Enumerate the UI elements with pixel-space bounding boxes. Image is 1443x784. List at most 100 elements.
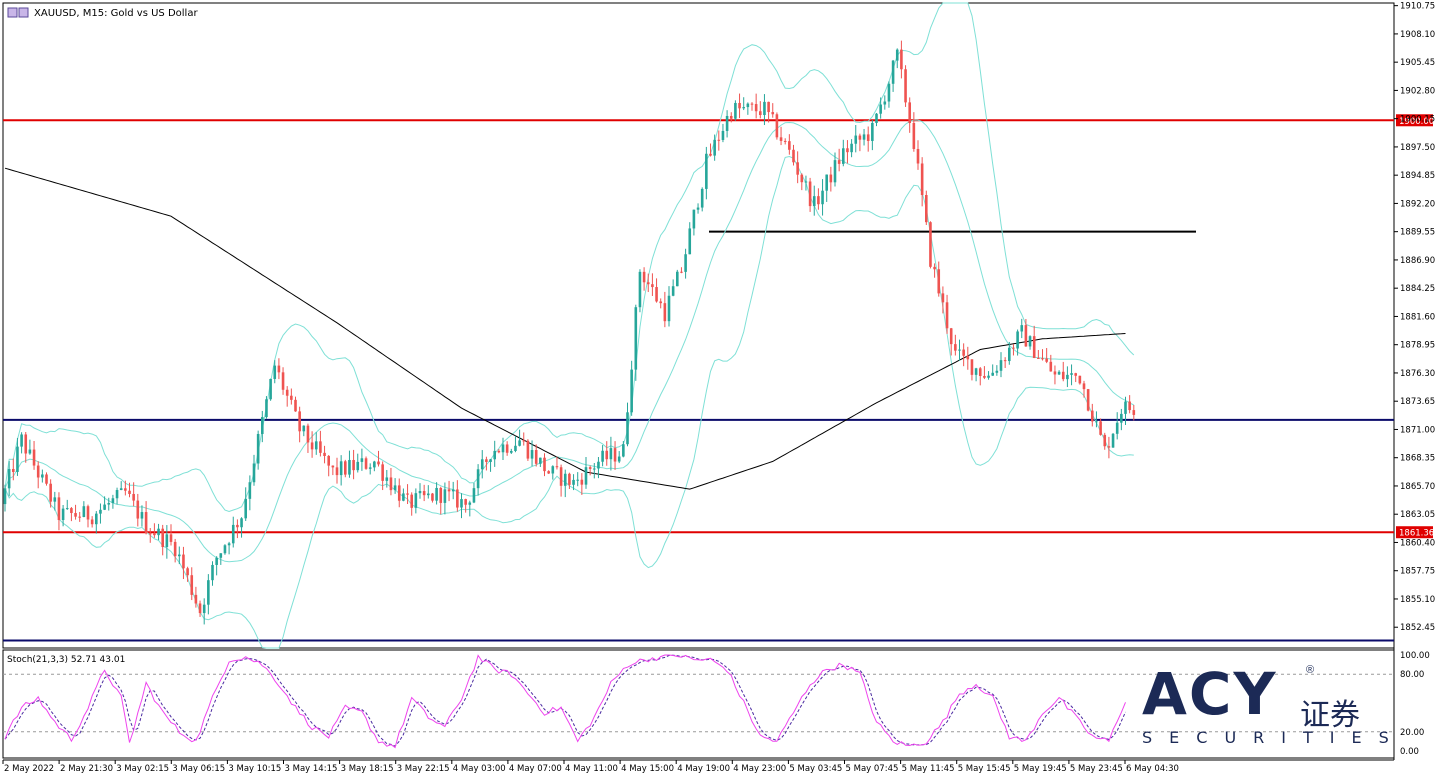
candle-body-104 bbox=[435, 487, 438, 501]
candle-body-163 bbox=[680, 271, 683, 273]
candle-body-25 bbox=[107, 503, 111, 505]
candle-body-182 bbox=[759, 111, 762, 116]
candle-body-100 bbox=[418, 491, 422, 494]
candle-body-232 bbox=[966, 355, 970, 360]
candle-body-89 bbox=[373, 461, 376, 468]
logo-securities: SECURITIES bbox=[1142, 728, 1406, 747]
candle-body-99 bbox=[414, 493, 418, 508]
candle-body-145 bbox=[605, 450, 609, 460]
candle-body-256 bbox=[1066, 374, 1069, 380]
candle-body-56 bbox=[236, 524, 239, 528]
chart-window-icon-2[interactable] bbox=[18, 7, 29, 18]
candle-body-67 bbox=[281, 372, 285, 390]
candle-body-113 bbox=[472, 488, 476, 503]
candle-body-228 bbox=[949, 328, 953, 345]
candle-body-154 bbox=[642, 271, 646, 283]
candle-body-84 bbox=[352, 459, 355, 471]
candle-body-267 bbox=[1111, 433, 1115, 448]
candle-body-78 bbox=[327, 455, 330, 466]
candle-body-248 bbox=[1032, 336, 1036, 358]
candle-body-271 bbox=[1128, 401, 1131, 411]
candle-body-205 bbox=[854, 135, 858, 144]
time-tick-label-8: 4 May 03:00 bbox=[453, 764, 506, 774]
candle-body-22 bbox=[95, 513, 98, 525]
candle-body-210 bbox=[875, 113, 878, 123]
level-badge-3 bbox=[1396, 526, 1433, 539]
candle-body-184 bbox=[767, 101, 770, 113]
candle-body-231 bbox=[962, 349, 965, 356]
candle-body-226 bbox=[941, 293, 945, 303]
candle-body-150 bbox=[626, 412, 629, 445]
candle-body-214 bbox=[891, 60, 895, 84]
chart-window-icon[interactable] bbox=[7, 7, 18, 18]
time-tick-label-1: 2 May 21:30 bbox=[60, 764, 113, 774]
price-tick-label-19: 1860.40 bbox=[1400, 538, 1435, 548]
candle-body-110 bbox=[460, 499, 463, 508]
candle-body-71 bbox=[298, 411, 301, 432]
candle-body-198 bbox=[825, 174, 828, 191]
time-tick-label-7: 3 May 22:15 bbox=[397, 764, 450, 774]
candle-body-203 bbox=[846, 148, 849, 153]
candle-body-245 bbox=[1020, 325, 1024, 332]
candle-body-46 bbox=[194, 594, 198, 604]
candle-body-50 bbox=[211, 564, 214, 581]
candle-body-49 bbox=[207, 580, 210, 605]
price-tick-label-2: 1905.45 bbox=[1400, 58, 1435, 68]
candle-body-177 bbox=[738, 102, 741, 109]
candle-body-136 bbox=[568, 473, 571, 485]
symbol-label: XAUUSD, M15: Gold vs US Dollar bbox=[34, 8, 198, 19]
stoch-signal-line bbox=[4, 654, 1126, 747]
candle-body-108 bbox=[451, 489, 455, 492]
candle-body-63 bbox=[265, 399, 268, 418]
price-tick-label-15: 1871.00 bbox=[1400, 425, 1435, 435]
candle-body-142 bbox=[593, 468, 596, 470]
candle-body-37 bbox=[157, 528, 160, 536]
candle-body-130 bbox=[543, 457, 546, 472]
bollinger-upper bbox=[4, 2, 1135, 513]
candle-body-4 bbox=[20, 434, 23, 447]
price-tick-label-14: 1873.65 bbox=[1400, 397, 1435, 407]
candle-body-31 bbox=[132, 493, 135, 501]
candle-body-57 bbox=[240, 518, 243, 528]
candle-body-9 bbox=[41, 474, 44, 478]
candle-body-201 bbox=[837, 160, 841, 164]
candle-body-236 bbox=[983, 375, 986, 378]
candle-body-155 bbox=[646, 282, 650, 285]
candle-body-8 bbox=[36, 465, 40, 478]
stoch-label: Stoch(21,3,3) 52.71 43.01 bbox=[7, 655, 125, 665]
candle-body-69 bbox=[290, 395, 293, 400]
candle-body-135 bbox=[563, 473, 567, 486]
candle-body-6 bbox=[28, 449, 32, 454]
time-tick-label-6: 3 May 18:15 bbox=[341, 764, 394, 774]
candle-body-166 bbox=[692, 209, 696, 229]
price-tick-label-12: 1878.95 bbox=[1400, 341, 1435, 351]
candle-body-164 bbox=[684, 254, 687, 272]
candle-body-173 bbox=[721, 130, 725, 140]
candle-body-79 bbox=[331, 465, 335, 468]
candle-body-263 bbox=[1095, 421, 1098, 423]
candle-body-243 bbox=[1012, 347, 1015, 349]
candle-body-111 bbox=[464, 499, 467, 505]
candle-body-118 bbox=[493, 450, 496, 460]
candle-body-64 bbox=[269, 378, 272, 400]
candle-body-143 bbox=[597, 461, 600, 469]
candle-body-14 bbox=[61, 508, 65, 521]
candle-body-11 bbox=[49, 483, 52, 502]
candle-body-159 bbox=[663, 303, 667, 322]
candle-body-125 bbox=[522, 440, 526, 442]
candle-body-234 bbox=[974, 368, 978, 375]
horizontal-levels: 1900.00 1861.36 bbox=[3, 114, 1434, 642]
candle-body-269 bbox=[1120, 413, 1123, 423]
candle-body-28 bbox=[119, 488, 123, 491]
price-tick-label-22: 1852.45 bbox=[1400, 623, 1435, 633]
candle-body-139 bbox=[580, 479, 584, 485]
candle-body-121 bbox=[505, 444, 509, 453]
candle-body-153 bbox=[638, 271, 642, 308]
candle-body-216 bbox=[900, 49, 903, 70]
price-tick-label-21: 1855.10 bbox=[1400, 595, 1435, 605]
candle-body-249 bbox=[1037, 357, 1040, 359]
price-tick-label-1: 1908.10 bbox=[1400, 30, 1435, 40]
candle-body-171 bbox=[713, 139, 716, 156]
candle-body-257 bbox=[1070, 373, 1073, 375]
